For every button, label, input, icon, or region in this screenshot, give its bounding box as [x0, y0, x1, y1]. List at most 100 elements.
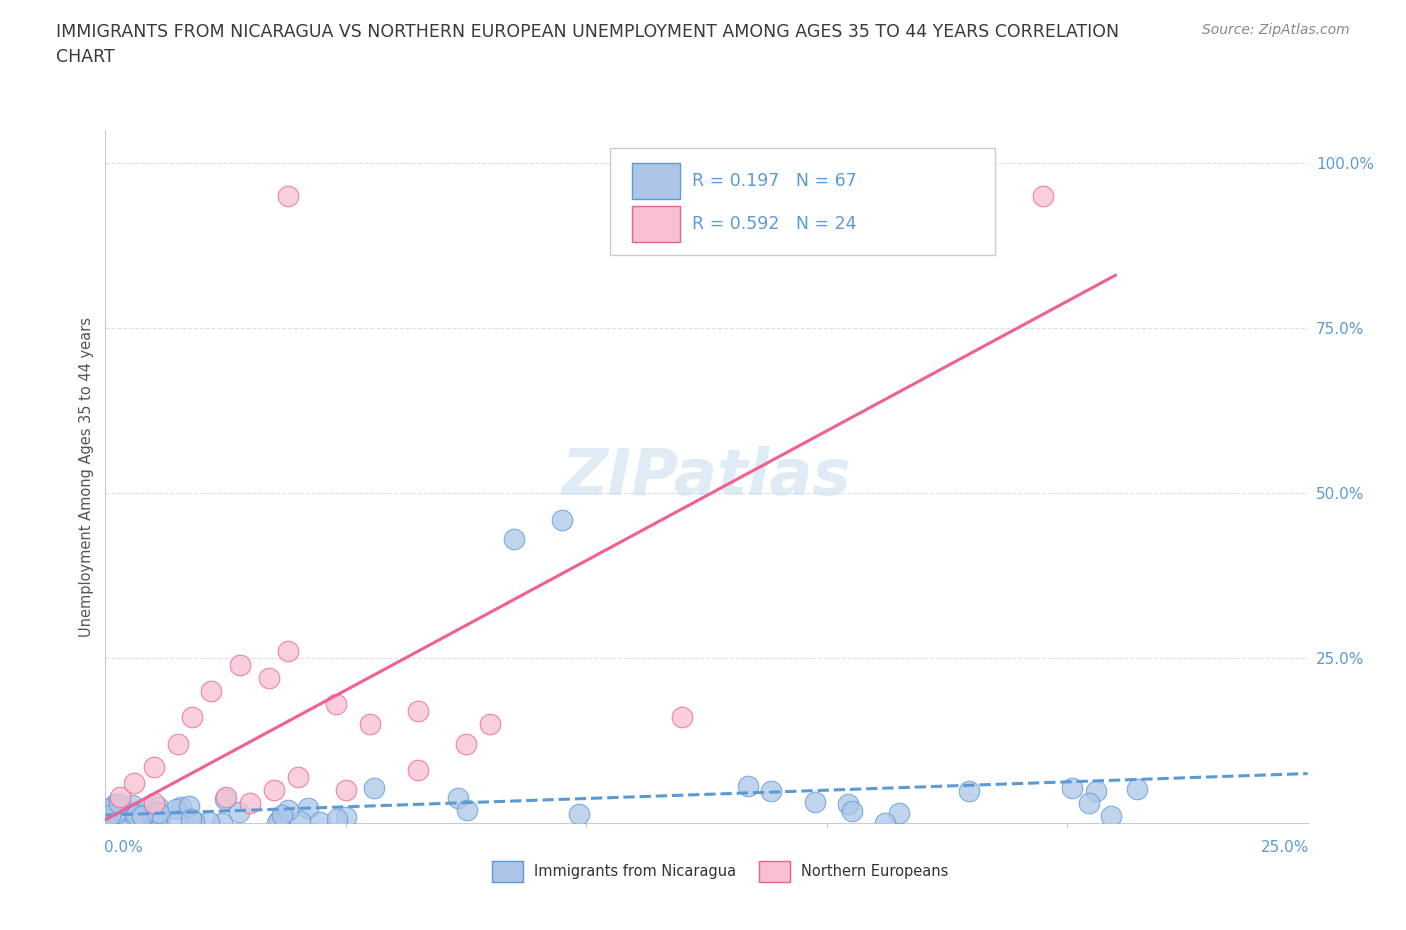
Text: 25.0%: 25.0%: [1260, 841, 1309, 856]
Point: [104, 801, 127, 816]
Text: CHART: CHART: [56, 48, 115, 66]
Point: [277, 189, 299, 204]
Point: [271, 808, 294, 823]
Point: [98, 807, 121, 822]
Point: [124, 776, 146, 790]
Point: [214, 790, 236, 804]
Point: [105, 799, 128, 814]
Point: [406, 703, 429, 718]
FancyBboxPatch shape: [631, 164, 681, 200]
Point: [108, 796, 131, 811]
Point: [277, 803, 299, 817]
Y-axis label: Unemployment Among Ages 35 to 44 years: Unemployment Among Ages 35 to 44 years: [79, 316, 94, 637]
Point: [359, 717, 381, 732]
Text: IMMIGRANTS FROM NICARAGUA VS NORTHERN EUROPEAN UNEMPLOYMENT AMONG AGES 35 TO 44 : IMMIGRANTS FROM NICARAGUA VS NORTHERN EU…: [56, 23, 1119, 41]
Point: [138, 809, 160, 824]
Point: [136, 801, 159, 816]
Point: [1062, 780, 1084, 795]
Point: [166, 814, 188, 829]
Point: [456, 803, 478, 817]
Text: ZIPatlas: ZIPatlas: [562, 445, 851, 508]
Point: [454, 737, 477, 751]
Point: [105, 805, 128, 820]
Point: [1078, 796, 1101, 811]
Point: [211, 816, 233, 830]
Point: [568, 806, 591, 821]
Point: [804, 794, 827, 809]
Point: [166, 737, 188, 751]
Point: [326, 811, 349, 826]
Point: [447, 790, 470, 805]
Point: [837, 797, 859, 812]
Point: [98, 801, 121, 816]
Point: [131, 809, 153, 824]
Point: [124, 807, 146, 822]
Point: [166, 802, 188, 817]
Point: [149, 809, 172, 824]
Point: [181, 710, 204, 724]
Point: [114, 803, 136, 817]
Point: [671, 710, 693, 724]
Point: [228, 804, 250, 819]
Point: [127, 815, 149, 830]
Point: [503, 532, 526, 547]
Point: [269, 813, 291, 828]
Point: [957, 784, 980, 799]
Point: [170, 800, 193, 815]
Point: [239, 796, 262, 811]
Point: [121, 804, 143, 819]
Point: [179, 799, 201, 814]
Point: [257, 671, 280, 685]
Point: [266, 815, 288, 830]
Point: [335, 783, 357, 798]
Point: [737, 778, 759, 793]
Text: Immigrants from Nicaragua: Immigrants from Nicaragua: [534, 864, 737, 879]
Text: R = 0.592   N = 24: R = 0.592 N = 24: [692, 216, 856, 233]
Point: [146, 804, 169, 819]
Point: [1084, 784, 1107, 799]
Point: [129, 806, 152, 821]
Point: [759, 784, 782, 799]
Point: [1126, 781, 1149, 796]
Point: [107, 802, 129, 817]
Point: [183, 813, 205, 828]
Point: [363, 780, 385, 795]
Point: [148, 805, 170, 820]
Point: [148, 800, 170, 815]
Point: [287, 769, 309, 784]
Text: R = 0.197   N = 67: R = 0.197 N = 67: [692, 172, 856, 191]
Point: [114, 809, 136, 824]
Point: [277, 644, 299, 659]
Point: [873, 816, 896, 830]
Point: [108, 790, 131, 804]
Text: 0.0%: 0.0%: [104, 841, 143, 856]
Point: [200, 684, 222, 698]
Point: [479, 717, 502, 732]
Point: [309, 815, 332, 830]
Point: [197, 814, 219, 829]
Point: [103, 801, 125, 816]
Point: [98, 812, 121, 827]
Text: Northern Europeans: Northern Europeans: [801, 864, 949, 879]
Point: [1099, 808, 1122, 823]
Point: [142, 796, 165, 811]
Point: [325, 697, 347, 711]
Point: [142, 760, 165, 775]
Point: [108, 808, 131, 823]
FancyBboxPatch shape: [631, 206, 681, 243]
Point: [121, 798, 143, 813]
Point: [1032, 189, 1054, 204]
Point: [180, 811, 202, 826]
Point: [263, 783, 285, 798]
Point: [887, 805, 910, 820]
Point: [551, 512, 574, 527]
Point: [297, 801, 319, 816]
Point: [214, 791, 236, 806]
Point: [105, 814, 128, 829]
Point: [98, 801, 121, 816]
FancyBboxPatch shape: [610, 148, 995, 255]
Point: [406, 763, 429, 777]
Text: Source: ZipAtlas.com: Source: ZipAtlas.com: [1202, 23, 1350, 37]
Point: [146, 814, 169, 829]
Point: [229, 658, 252, 672]
